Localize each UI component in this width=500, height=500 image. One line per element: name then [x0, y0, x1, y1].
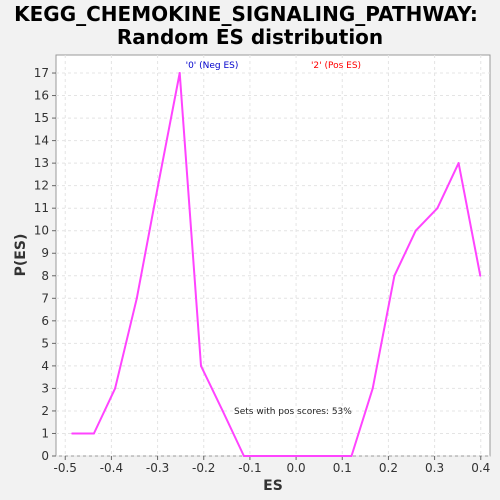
y-tick-label: 2 — [41, 404, 49, 418]
annotation-pos-scores: Sets with pos scores: 53% — [234, 407, 352, 417]
data-point — [135, 297, 138, 300]
y-tick-label: 15 — [34, 111, 49, 125]
plot-area — [55, 54, 491, 457]
data-point — [242, 455, 245, 457]
data-point — [285, 455, 288, 457]
x-axis-ticks: -0.5 -0.4 -0.3 -0.2 -0.1 0.0 0.1 0.2 0.3 0.4 — [54, 456, 490, 475]
x-axis-label: ES — [263, 478, 283, 494]
x-tick-label: 0.4 — [471, 461, 490, 475]
data-point — [92, 432, 95, 435]
data-point — [157, 184, 159, 187]
data-point — [479, 274, 482, 277]
y-tick-label: 11 — [34, 201, 49, 215]
grid — [56, 55, 490, 457]
y-tick-label: 13 — [34, 156, 49, 170]
x-tick-label: -0.5 — [54, 461, 77, 475]
x-tick-label: 0.3 — [425, 461, 444, 475]
x-tick-label: -0.3 — [146, 461, 169, 475]
data-point — [221, 409, 224, 412]
data-point — [178, 72, 181, 74]
y-tick-label: 5 — [41, 336, 49, 350]
y-tick-label: 10 — [34, 224, 49, 238]
data-point — [350, 455, 353, 457]
legend-label-neg: '0' (Neg ES) — [186, 61, 239, 71]
chart-title: KEGG_CHEMOKINE_SIGNALING_PATHWAY: — [14, 2, 478, 26]
y-tick-label: 17 — [34, 66, 49, 80]
x-tick-label: 0.0 — [287, 461, 306, 475]
y-tick-label: 0 — [41, 449, 49, 463]
data-point — [371, 387, 374, 390]
data-point — [200, 364, 202, 367]
x-tick-label: -0.2 — [192, 461, 215, 475]
x-tick-label: 0.1 — [333, 461, 352, 475]
data-point — [71, 432, 74, 435]
y-tick-label: 6 — [41, 314, 49, 328]
y-tick-label: 1 — [41, 426, 49, 440]
y-tick-label: 16 — [34, 89, 49, 103]
legend-label-pos: '2' (Pos ES) — [311, 61, 361, 71]
data-point — [307, 455, 310, 457]
data-point — [114, 387, 117, 390]
legend: '0' (Neg ES) '2' (Pos ES) — [186, 61, 361, 71]
y-tick-label: 3 — [41, 381, 49, 395]
data-point — [328, 455, 331, 457]
x-tick-label: -0.1 — [238, 461, 261, 475]
data-point — [393, 274, 396, 277]
data-point — [436, 207, 439, 210]
y-tick-label: 7 — [41, 291, 49, 305]
data-point — [457, 162, 460, 165]
data-point — [414, 229, 417, 232]
chart-subtitle: Random ES distribution — [117, 25, 383, 49]
y-tick-label: 12 — [34, 179, 49, 193]
y-tick-label: 4 — [41, 359, 49, 373]
y-tick-label: 8 — [41, 269, 49, 283]
data-point — [264, 455, 267, 457]
series-line — [72, 72, 482, 457]
y-axis-label: P(ES) — [13, 234, 29, 277]
x-tick-label: -0.4 — [100, 461, 123, 475]
x-tick-label: 0.2 — [379, 461, 398, 475]
y-tick-label: 9 — [41, 246, 49, 260]
y-tick-label: 14 — [34, 134, 49, 148]
series-layer — [71, 72, 482, 457]
